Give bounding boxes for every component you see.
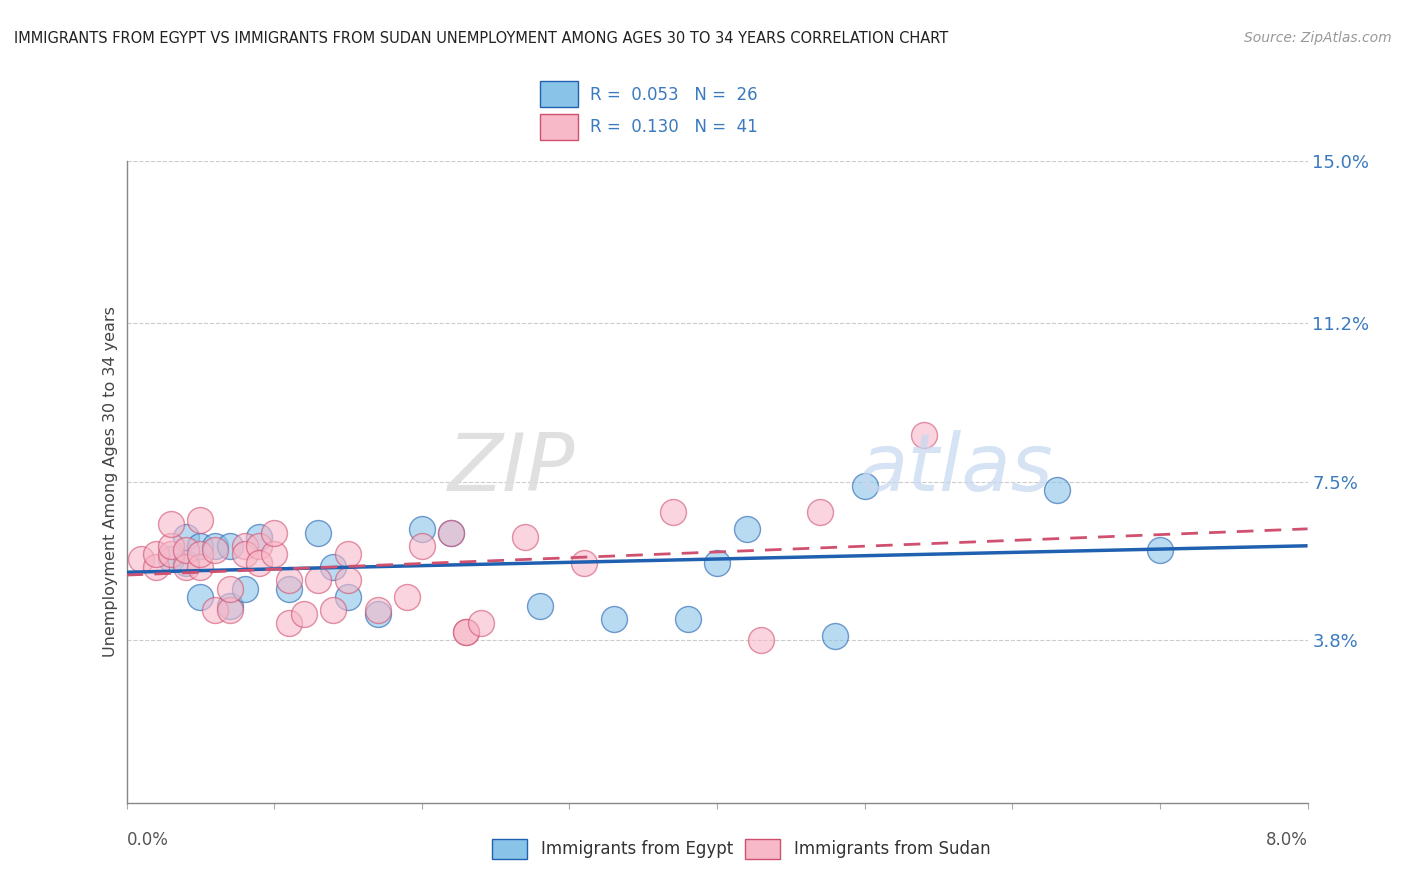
Point (188, 539, 211, 553)
Point (574, 556, 596, 570)
Point (411, 539, 433, 553)
Text: R =  0.130   N =  41: R = 0.130 N = 41 (591, 119, 758, 136)
Y-axis label: Unemployment Among Ages 30 to 34 years: Unemployment Among Ages 30 to 34 years (103, 306, 118, 657)
Point (263, 548, 285, 562)
Point (188, 560, 211, 574)
Point (470, 615, 492, 630)
Point (322, 603, 344, 617)
Point (174, 530, 197, 544)
Bar (540, 81, 578, 107)
Text: Immigrants from Sudan: Immigrants from Sudan (794, 840, 991, 858)
Point (219, 599, 242, 613)
Point (278, 615, 301, 630)
Point (247, 530, 270, 544)
Point (160, 517, 183, 532)
Text: Immigrants from Egypt: Immigrants from Egypt (541, 840, 734, 858)
Point (337, 548, 360, 562)
Point (188, 513, 211, 527)
Point (515, 530, 537, 544)
Point (1149, 543, 1171, 558)
Point (160, 551, 183, 566)
Text: 8.0%: 8.0% (1265, 831, 1308, 849)
Bar (540, 114, 578, 140)
Point (307, 573, 329, 587)
Point (337, 573, 360, 587)
Point (233, 548, 256, 562)
Text: R =  0.053   N =  26: R = 0.053 N = 26 (591, 86, 758, 103)
Point (145, 548, 167, 562)
Text: atlas: atlas (859, 430, 1053, 508)
Point (129, 551, 153, 566)
Point (263, 526, 285, 541)
Point (188, 548, 211, 562)
Point (174, 560, 197, 574)
Point (322, 560, 344, 574)
Text: IMMIGRANTS FROM EGYPT VS IMMIGRANTS FROM SUDAN UNEMPLOYMENT AMONG AGES 30 TO 34 : IMMIGRANTS FROM EGYPT VS IMMIGRANTS FROM… (14, 31, 948, 46)
Point (366, 607, 388, 622)
Point (219, 582, 242, 596)
Point (411, 522, 433, 536)
Point (204, 603, 226, 617)
Point (440, 526, 463, 541)
Point (233, 582, 256, 596)
Point (810, 505, 832, 519)
Point (603, 612, 626, 626)
Point (278, 582, 301, 596)
Point (735, 522, 758, 536)
Text: ZIP: ZIP (449, 430, 575, 508)
Point (160, 548, 183, 562)
Point (1045, 483, 1069, 498)
Point (219, 539, 242, 553)
Point (174, 556, 197, 570)
Point (706, 556, 728, 570)
Point (278, 573, 301, 587)
Point (440, 526, 463, 541)
Point (661, 505, 683, 519)
Point (204, 543, 226, 558)
Point (247, 556, 270, 570)
Point (853, 479, 876, 493)
Point (751, 633, 773, 648)
Point (454, 624, 477, 639)
Point (160, 539, 183, 553)
Point (292, 607, 315, 622)
Point (529, 599, 551, 613)
Point (204, 539, 226, 553)
Point (188, 591, 211, 605)
Point (676, 612, 699, 626)
Point (145, 560, 167, 574)
Text: Source: ZipAtlas.com: Source: ZipAtlas.com (1244, 31, 1392, 45)
Point (454, 624, 477, 639)
Point (912, 427, 935, 442)
Point (233, 539, 256, 553)
Point (307, 526, 329, 541)
Point (824, 629, 846, 643)
Point (219, 603, 242, 617)
Point (366, 603, 388, 617)
Point (337, 591, 360, 605)
Point (396, 591, 419, 605)
Text: 0.0%: 0.0% (127, 831, 169, 849)
Point (247, 539, 270, 553)
Point (174, 543, 197, 558)
